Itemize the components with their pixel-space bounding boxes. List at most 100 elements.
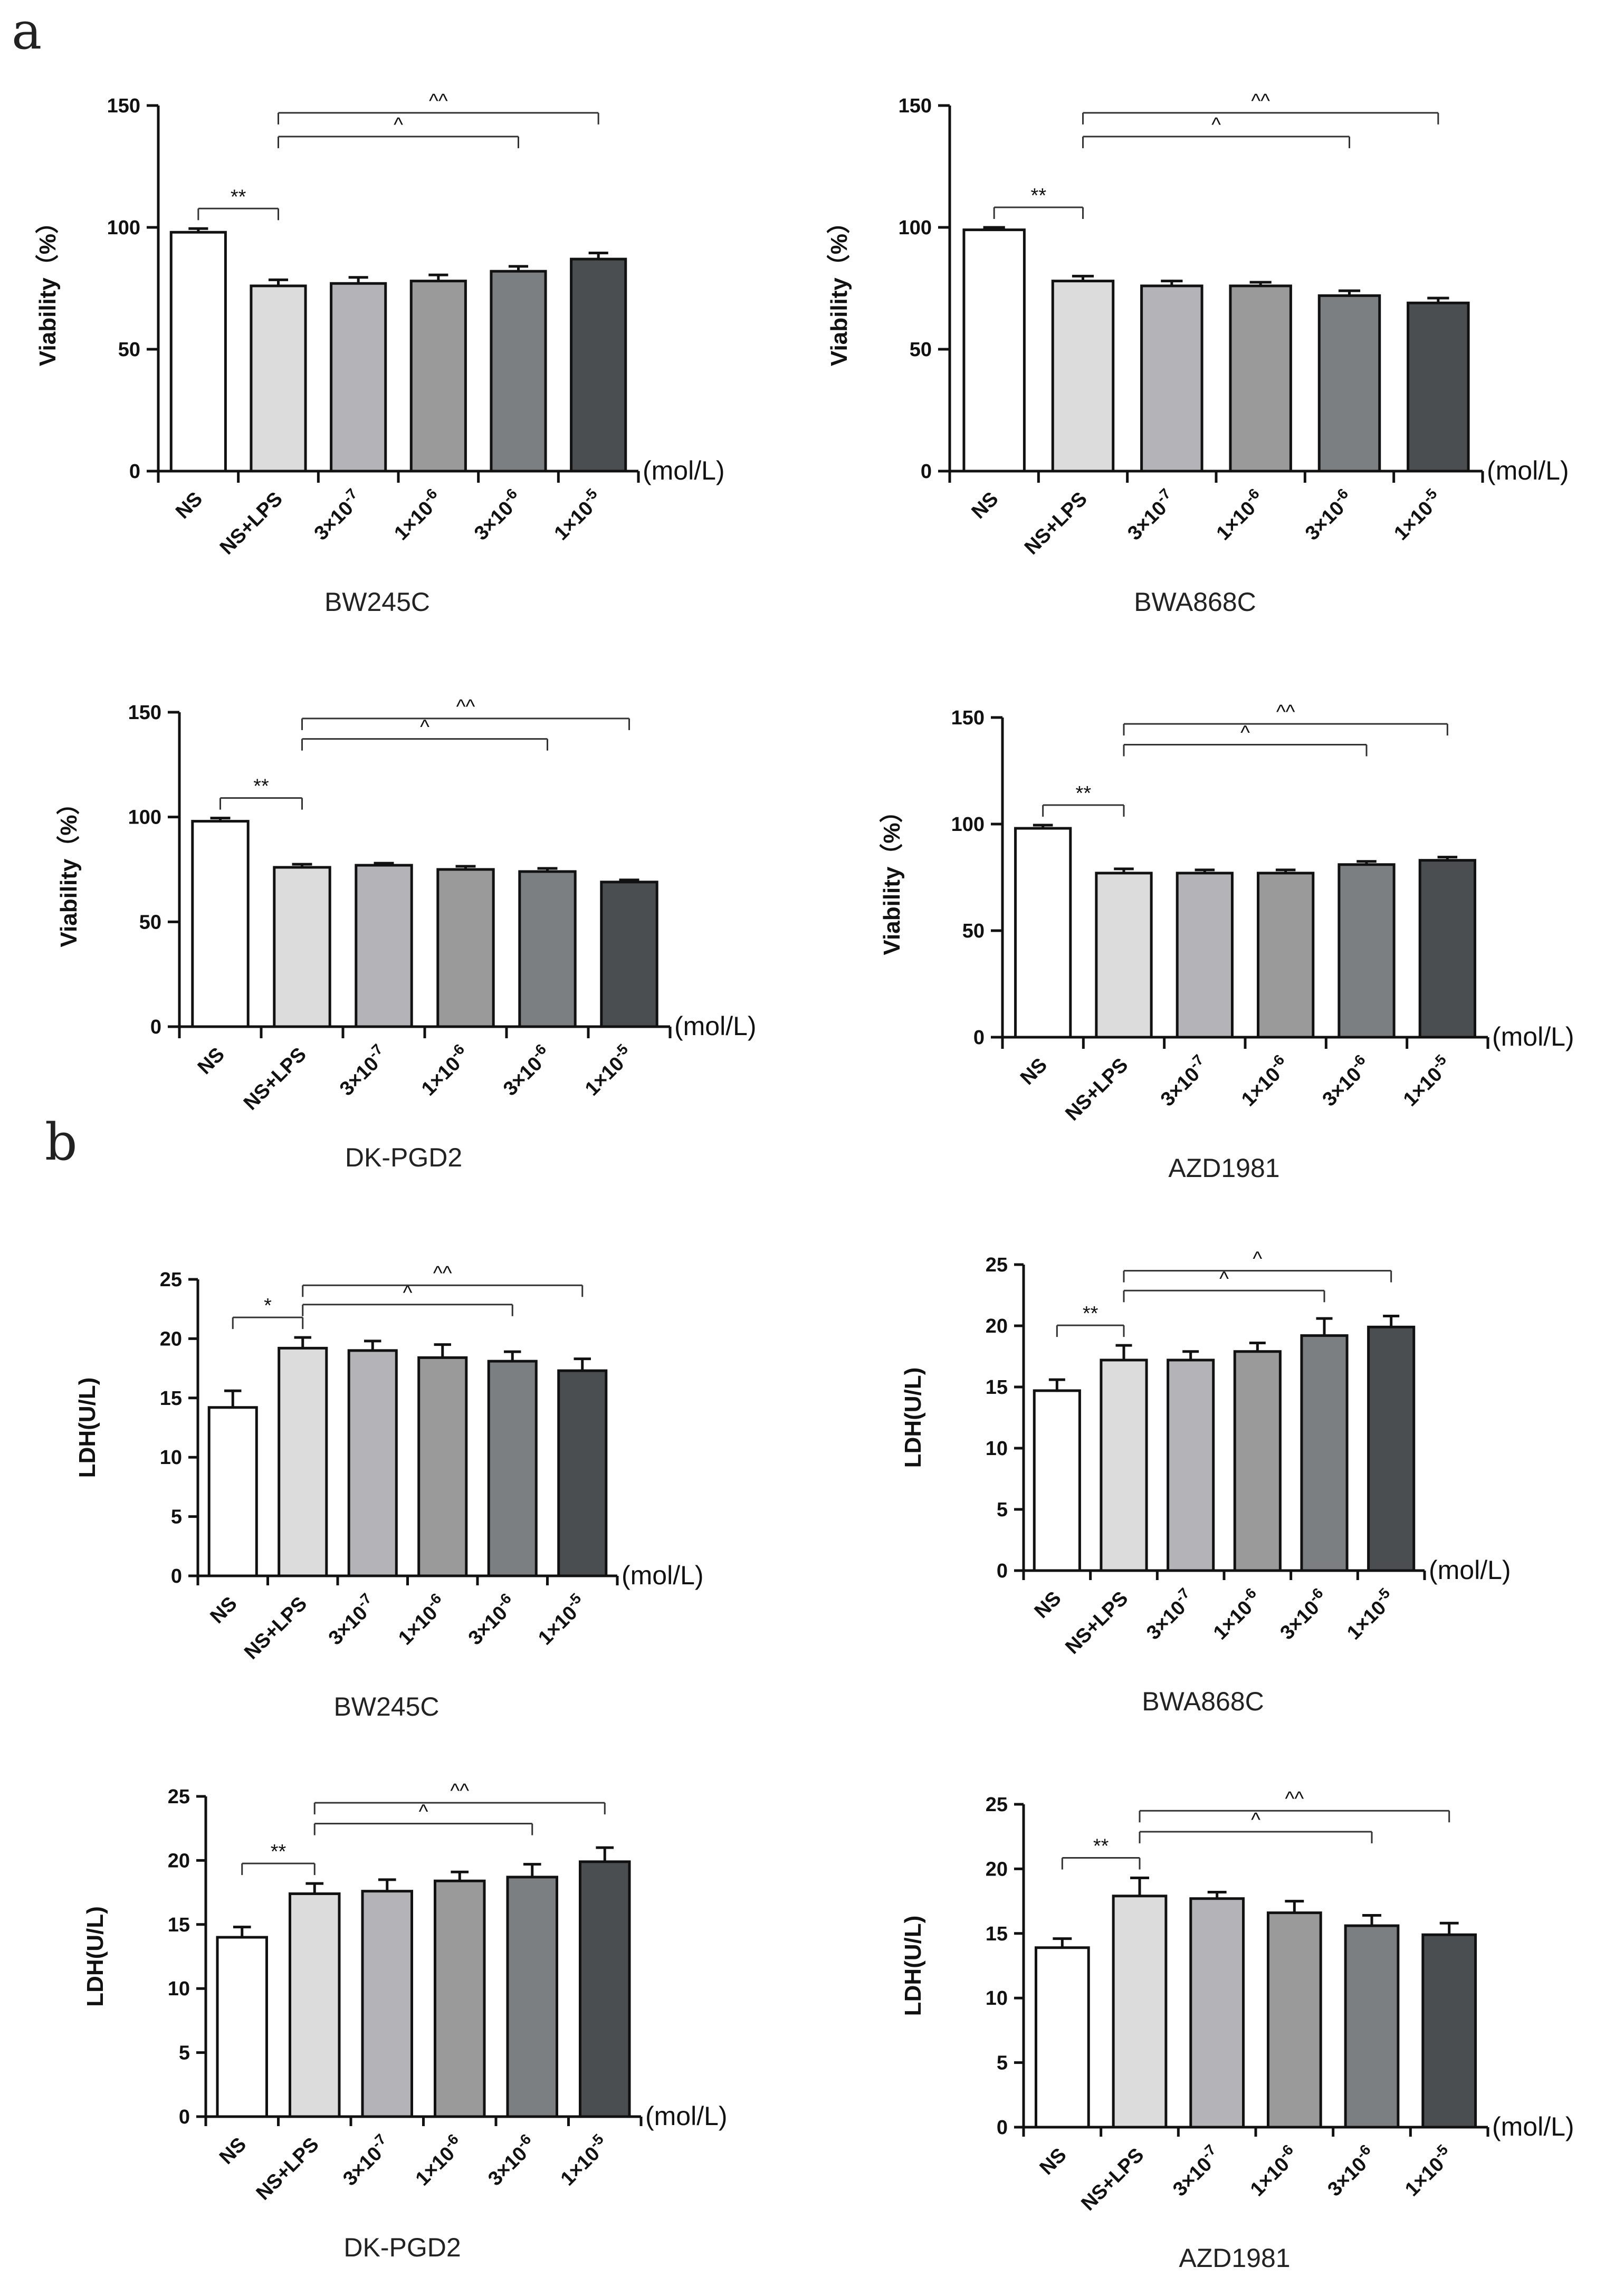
significance-label: ** xyxy=(1093,1835,1109,1858)
bar xyxy=(557,1369,608,1577)
bar xyxy=(434,1879,486,2118)
significance-label: ^ xyxy=(403,1282,413,1304)
unit-label: (mol/L) xyxy=(622,1561,704,1590)
y-axis-label: LDH(U/L) xyxy=(900,1367,926,1468)
bar xyxy=(1300,1334,1349,1572)
panel-label-a: a xyxy=(12,2,42,61)
y-tick-label: 20 xyxy=(168,1850,190,1872)
unit-label: (mol/L) xyxy=(1492,2112,1574,2141)
bar xyxy=(490,270,547,473)
y-tick-label: 20 xyxy=(160,1328,182,1350)
y-tick-label: 25 xyxy=(160,1269,182,1291)
unit-label: (mol/L) xyxy=(1492,1022,1574,1051)
bar xyxy=(289,1892,341,2118)
chart-title: AZD1981 xyxy=(1179,2243,1290,2273)
bar xyxy=(1140,284,1203,473)
significance-label: ** xyxy=(231,186,246,208)
y-tick-label: 15 xyxy=(160,1388,182,1410)
y-axis-label: Viability（%） xyxy=(879,799,905,955)
y-tick-label: 0 xyxy=(171,1565,182,1587)
chart-title: BWA868C xyxy=(1142,1687,1264,1716)
significance-label: ^ xyxy=(1253,1248,1262,1270)
y-tick-label: 5 xyxy=(997,2052,1008,2074)
y-axis-label: Viability（%） xyxy=(35,211,61,366)
bar xyxy=(1317,294,1381,473)
unit-label: (mol/L) xyxy=(1487,456,1569,485)
significance-label: ^^ xyxy=(1285,1788,1304,1810)
chart-title: DK-PGD2 xyxy=(343,2233,461,2262)
y-tick-label: 0 xyxy=(997,1560,1008,1582)
y-tick-label: 10 xyxy=(986,1438,1008,1460)
panel-label-b: b xyxy=(45,1113,77,1172)
significance-label: * xyxy=(264,1295,272,1317)
y-tick-label: 0 xyxy=(921,461,932,483)
significance-label: ^^ xyxy=(433,1262,452,1285)
y-tick-label: 15 xyxy=(168,1914,190,1936)
y-tick-label: 20 xyxy=(986,1858,1008,1880)
chart-title: BW245C xyxy=(324,587,430,617)
chart-title: DK-PGD2 xyxy=(345,1143,462,1172)
unit-label: (mol/L) xyxy=(1429,1555,1511,1585)
y-tick-label: 100 xyxy=(128,807,161,829)
bar xyxy=(487,1360,538,1577)
bar xyxy=(1033,1389,1081,1572)
bar xyxy=(347,1349,398,1577)
bar xyxy=(1014,827,1072,1039)
significance-label: ^^ xyxy=(456,696,475,718)
bar xyxy=(1418,859,1476,1039)
bar xyxy=(216,1936,268,2118)
y-axis-label: Viability（%） xyxy=(826,211,852,366)
bar xyxy=(1338,863,1396,1039)
y-axis-label: Viability（%） xyxy=(56,791,82,947)
bar xyxy=(1051,280,1115,473)
bar xyxy=(962,228,1026,473)
bar xyxy=(355,864,413,1028)
y-tick-label: 25 xyxy=(168,1786,190,1808)
y-tick-label: 100 xyxy=(899,217,932,239)
bar xyxy=(570,257,627,473)
y-tick-label: 150 xyxy=(899,95,932,117)
y-tick-label: 10 xyxy=(986,1987,1008,2010)
bar xyxy=(361,1890,413,2118)
y-tick-label: 100 xyxy=(107,217,140,239)
y-tick-label: 25 xyxy=(986,1254,1008,1276)
bar xyxy=(1257,872,1315,1039)
y-tick-label: 25 xyxy=(986,1794,1008,1816)
bar xyxy=(1100,1358,1148,1572)
y-tick-label: 5 xyxy=(171,1506,182,1528)
y-tick-label: 10 xyxy=(168,1978,190,2000)
y-tick-label: 50 xyxy=(139,911,161,933)
significance-label: ** xyxy=(1031,185,1047,207)
bar xyxy=(1176,872,1234,1039)
unit-label: (mol/L) xyxy=(643,456,725,485)
significance-label: ** xyxy=(1083,1303,1098,1325)
bar xyxy=(1034,1946,1090,2129)
bar xyxy=(330,282,387,473)
significance-label: ^^ xyxy=(450,1780,469,1802)
chart-title: BW245C xyxy=(333,1692,439,1721)
bar xyxy=(436,868,495,1028)
bar xyxy=(417,1356,468,1577)
bar xyxy=(207,1406,258,1577)
bar xyxy=(518,870,577,1028)
unit-label: (mol/L) xyxy=(674,1011,757,1041)
chart-title: AZD1981 xyxy=(1168,1153,1279,1183)
bar xyxy=(1095,872,1153,1039)
y-tick-label: 100 xyxy=(951,814,985,836)
bar xyxy=(169,231,227,473)
y-tick-label: 150 xyxy=(951,707,985,729)
y-tick-label: 150 xyxy=(107,95,140,117)
bar xyxy=(1344,1924,1400,2129)
y-tick-label: 20 xyxy=(986,1315,1008,1337)
significance-label: ^ xyxy=(394,114,403,136)
bar xyxy=(600,881,658,1028)
y-tick-label: 0 xyxy=(129,461,140,483)
y-axis-label: LDH(U/L) xyxy=(82,1906,108,2007)
bar xyxy=(1367,1325,1416,1572)
bar xyxy=(278,1346,328,1577)
significance-label: ** xyxy=(271,1841,286,1863)
